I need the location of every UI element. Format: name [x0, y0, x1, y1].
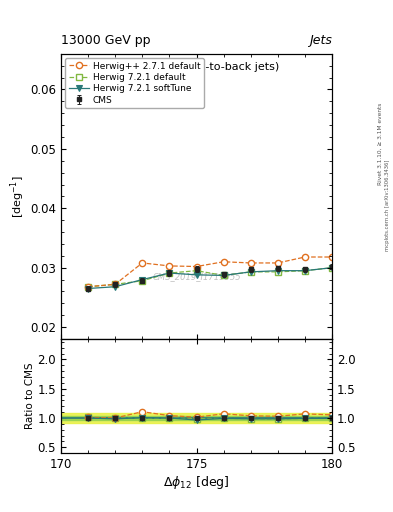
Herwig 7.2.1 default: [167, 270, 172, 276]
Text: 13000 GeV pp: 13000 GeV pp: [61, 34, 151, 47]
Herwig++ 2.7.1 default: [113, 281, 118, 287]
Herwig++ 2.7.1 default: [86, 284, 90, 290]
Line: Herwig++ 2.7.1 default: Herwig++ 2.7.1 default: [85, 254, 335, 290]
X-axis label: $\Delta\phi_{12}$ [deg]: $\Delta\phi_{12}$ [deg]: [163, 474, 230, 491]
Herwig 7.2.1 softTune: [330, 265, 334, 271]
Herwig++ 2.7.1 default: [275, 260, 280, 266]
Herwig 7.2.1 softTune: [248, 269, 253, 275]
Text: Δϕ(jj) (CMS back-to-back jets): Δϕ(jj) (CMS back-to-back jets): [113, 62, 280, 72]
Herwig 7.2.1 default: [248, 269, 253, 275]
Herwig 7.2.1 default: [86, 284, 90, 290]
Herwig 7.2.1 softTune: [140, 276, 145, 283]
Herwig 7.2.1 default: [275, 269, 280, 275]
Herwig 7.2.1 default: [113, 281, 118, 287]
Legend: Herwig++ 2.7.1 default, Herwig 7.2.1 default, Herwig 7.2.1 softTune, CMS: Herwig++ 2.7.1 default, Herwig 7.2.1 def…: [65, 58, 204, 108]
Herwig 7.2.1 softTune: [275, 268, 280, 274]
Herwig++ 2.7.1 default: [194, 264, 199, 270]
Text: Rivet 3.1.10, ≥ 3.1M events: Rivet 3.1.10, ≥ 3.1M events: [378, 102, 383, 184]
Herwig 7.2.1 default: [221, 272, 226, 279]
Herwig++ 2.7.1 default: [221, 259, 226, 265]
Herwig++ 2.7.1 default: [248, 260, 253, 266]
Herwig++ 2.7.1 default: [330, 254, 334, 260]
Herwig 7.2.1 default: [194, 268, 199, 274]
Line: Herwig 7.2.1 softTune: Herwig 7.2.1 softTune: [85, 265, 335, 292]
Herwig 7.2.1 default: [303, 268, 307, 274]
Herwig++ 2.7.1 default: [167, 263, 172, 269]
Herwig 7.2.1 default: [330, 265, 334, 271]
Herwig 7.2.1 softTune: [113, 284, 118, 290]
Herwig 7.2.1 default: [140, 278, 145, 284]
Herwig 7.2.1 softTune: [303, 268, 307, 274]
Text: Jets: Jets: [309, 34, 332, 47]
Herwig 7.2.1 softTune: [221, 272, 226, 279]
Herwig 7.2.1 softTune: [167, 270, 172, 276]
Text: CMS_2019_I1719955: CMS_2019_I1719955: [152, 272, 241, 281]
Herwig 7.2.1 softTune: [86, 285, 90, 291]
Y-axis label: Ratio to CMS: Ratio to CMS: [25, 363, 35, 430]
Herwig 7.2.1 softTune: [194, 272, 199, 278]
Line: Herwig 7.2.1 default: Herwig 7.2.1 default: [85, 265, 335, 290]
Y-axis label: $\frac{1}{\sigma}\frac{d\sigma}{d\Delta\phi_{12}}$
[deg$^{-1}$]: $\frac{1}{\sigma}\frac{d\sigma}{d\Delta\…: [0, 175, 27, 218]
Herwig++ 2.7.1 default: [140, 260, 145, 266]
Herwig++ 2.7.1 default: [303, 254, 307, 260]
Text: mcplots.cern.ch [arXiv:1306.3436]: mcplots.cern.ch [arXiv:1306.3436]: [385, 159, 389, 250]
